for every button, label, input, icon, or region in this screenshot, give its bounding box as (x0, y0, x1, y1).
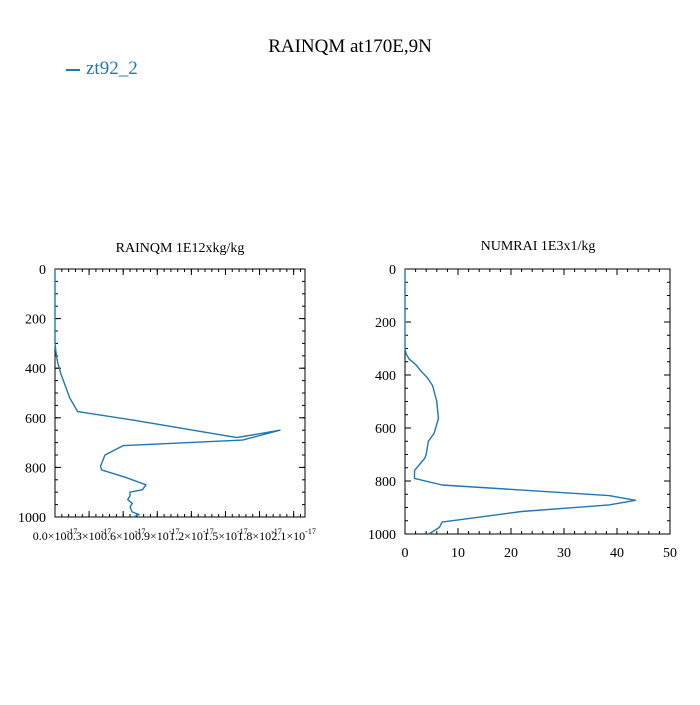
x-tick-label: 40 (610, 546, 624, 561)
x-tick-label: 0.6×10-17 (101, 527, 145, 543)
x-tick-exponent: -17 (271, 527, 282, 536)
panel-title: RAINQM 1E12xkg/kg (116, 241, 245, 256)
y-tick-label: 600 (375, 422, 396, 437)
y-tick-label: 800 (375, 475, 396, 490)
y-tick-label: 400 (375, 369, 396, 384)
plot-frame (54, 268, 306, 518)
x-tick-label: 10 (451, 546, 465, 561)
y-tick-label: 1000 (18, 511, 46, 526)
y-tick-label: 400 (25, 362, 46, 377)
x-tick-label: 1.2×10-17 (169, 527, 213, 543)
y-tick-label: 800 (25, 461, 46, 476)
y-tick-label: 200 (375, 316, 396, 331)
x-tick-label: 0.0×10-17 (33, 527, 77, 543)
x-tick-label: 1.8×10-17 (237, 527, 281, 543)
legend-label: zt92_2 (86, 58, 138, 79)
plot-frame (404, 268, 671, 535)
x-tick-label: 1.5×10-17 (203, 527, 247, 543)
series-line (54, 269, 281, 518)
legend-line-swatch (66, 68, 80, 71)
series-line (404, 269, 637, 535)
x-tick-exponent: -17 (305, 527, 316, 536)
x-tick-exponent: -17 (237, 527, 248, 536)
y-tick-label: 200 (25, 313, 46, 328)
y-tick-label: 600 (25, 412, 46, 427)
x-tick-exponent: -17 (169, 527, 180, 536)
x-tick-label: 20 (504, 546, 518, 561)
figure-title: RAINQM at170E,9N (268, 36, 432, 57)
y-tick-label: 0 (389, 263, 396, 278)
x-tick-label: 0 (402, 546, 409, 561)
x-tick-label: 0.9×10-17 (135, 527, 179, 543)
panel-title: NUMRAI 1E3x1/kg (481, 239, 596, 254)
x-tick-label: 0.3×10-17 (67, 527, 111, 543)
x-tick-exponent: -17 (101, 527, 112, 536)
x-tick-label: 2.1×10-17 (271, 527, 315, 543)
x-tick-exponent: -17 (67, 527, 78, 536)
x-tick-label: 30 (557, 546, 571, 561)
x-tick-exponent: -17 (203, 527, 214, 536)
x-tick-label: 50 (663, 546, 677, 561)
legend-entry: zt92_2 (66, 58, 138, 80)
y-tick-label: 1000 (368, 528, 396, 543)
y-tick-label: 0 (39, 263, 46, 278)
x-tick-exponent: -17 (135, 527, 146, 536)
